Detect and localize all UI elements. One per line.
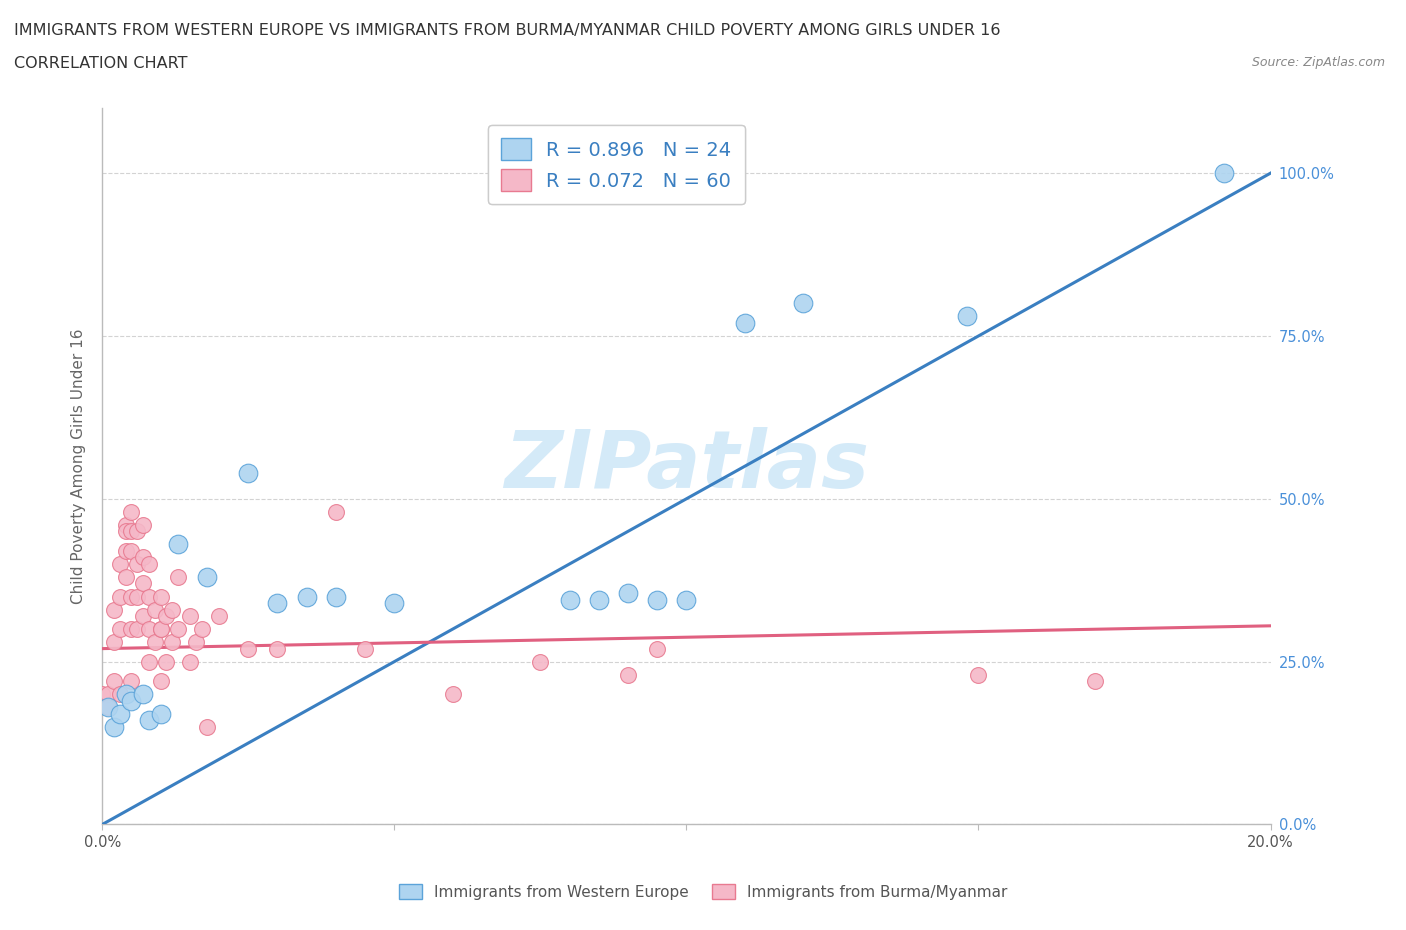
Point xyxy=(97,699,120,714)
Point xyxy=(127,589,149,604)
Point xyxy=(103,602,125,617)
Point xyxy=(120,504,142,519)
Point xyxy=(792,296,814,311)
Point xyxy=(617,667,640,682)
Point xyxy=(149,621,172,636)
Point xyxy=(617,586,640,601)
Point xyxy=(1212,166,1234,180)
Legend: Immigrants from Western Europe, Immigrants from Burma/Myanmar: Immigrants from Western Europe, Immigran… xyxy=(392,877,1014,906)
Point xyxy=(149,706,172,721)
Y-axis label: Child Poverty Among Girls Under 16: Child Poverty Among Girls Under 16 xyxy=(72,328,86,604)
Point xyxy=(132,608,155,623)
Point xyxy=(120,589,142,604)
Point xyxy=(97,686,120,701)
Point xyxy=(179,608,201,623)
Point xyxy=(325,504,347,519)
Point xyxy=(108,556,131,571)
Point xyxy=(167,569,190,584)
Point xyxy=(238,641,260,656)
Point xyxy=(120,673,142,688)
Point xyxy=(143,602,166,617)
Point xyxy=(295,589,318,604)
Point xyxy=(167,621,190,636)
Point xyxy=(114,569,136,584)
Point xyxy=(114,543,136,558)
Point xyxy=(195,569,218,584)
Point xyxy=(195,719,218,734)
Point xyxy=(91,686,114,701)
Point xyxy=(108,589,131,604)
Point xyxy=(190,621,212,636)
Point xyxy=(179,654,201,669)
Text: ZIPatlas: ZIPatlas xyxy=(503,427,869,505)
Point xyxy=(149,621,172,636)
Point xyxy=(143,634,166,649)
Point xyxy=(675,592,697,607)
Point xyxy=(120,621,142,636)
Point xyxy=(103,673,125,688)
Point xyxy=(114,686,136,701)
Text: Source: ZipAtlas.com: Source: ZipAtlas.com xyxy=(1251,56,1385,69)
Point xyxy=(103,634,125,649)
Point xyxy=(108,621,131,636)
Point xyxy=(120,693,142,708)
Point xyxy=(382,595,405,610)
Text: CORRELATION CHART: CORRELATION CHART xyxy=(14,56,187,71)
Point xyxy=(238,465,260,480)
Point xyxy=(645,592,668,607)
Point xyxy=(132,576,155,591)
Point xyxy=(645,641,668,656)
Point xyxy=(155,654,177,669)
Point xyxy=(108,706,131,721)
Point xyxy=(325,589,347,604)
Point xyxy=(127,524,149,538)
Point xyxy=(558,592,581,607)
Point xyxy=(266,595,288,610)
Point xyxy=(108,686,131,701)
Point xyxy=(1084,673,1107,688)
Point xyxy=(162,602,184,617)
Point xyxy=(967,667,990,682)
Point xyxy=(97,699,120,714)
Point xyxy=(441,686,464,701)
Point xyxy=(155,608,177,623)
Point xyxy=(132,517,155,532)
Point xyxy=(138,654,160,669)
Point xyxy=(114,524,136,538)
Point xyxy=(266,641,288,656)
Point xyxy=(103,719,125,734)
Point xyxy=(956,309,979,324)
Point xyxy=(354,641,377,656)
Point xyxy=(138,556,160,571)
Point xyxy=(167,537,190,551)
Point xyxy=(529,654,551,669)
Point xyxy=(208,608,231,623)
Point xyxy=(734,315,756,330)
Point xyxy=(138,621,160,636)
Point xyxy=(138,712,160,727)
Point xyxy=(120,524,142,538)
Point xyxy=(162,634,184,649)
Point xyxy=(149,673,172,688)
Point xyxy=(184,634,207,649)
Point xyxy=(132,550,155,565)
Point xyxy=(127,556,149,571)
Point xyxy=(588,592,610,607)
Point xyxy=(127,621,149,636)
Point xyxy=(138,589,160,604)
Point xyxy=(149,589,172,604)
Point xyxy=(114,517,136,532)
Point xyxy=(120,543,142,558)
Text: IMMIGRANTS FROM WESTERN EUROPE VS IMMIGRANTS FROM BURMA/MYANMAR CHILD POVERTY AM: IMMIGRANTS FROM WESTERN EUROPE VS IMMIGR… xyxy=(14,23,1001,38)
Point xyxy=(132,686,155,701)
Legend: R = 0.896   N = 24, R = 0.072   N = 60: R = 0.896 N = 24, R = 0.072 N = 60 xyxy=(488,125,745,205)
